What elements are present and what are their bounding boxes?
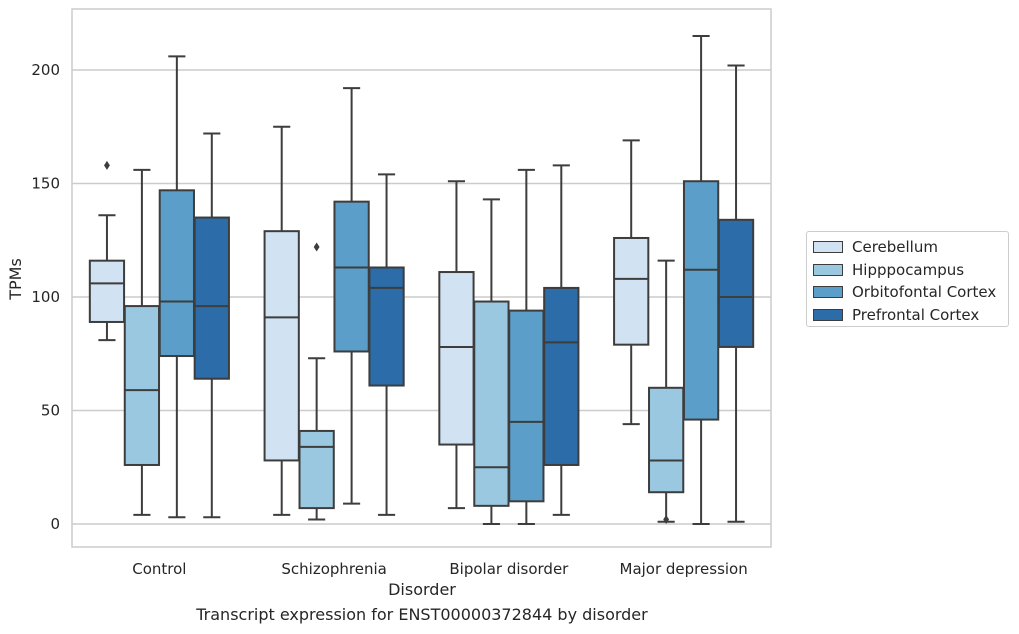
y-tick-0: 0 (50, 515, 60, 533)
x-tick-labels: Control Schizophrenia Bipolar disorder Majo… (132, 560, 747, 578)
box-3-3 (717, 64, 755, 523)
legend-label: Prefrontal Cortex (852, 305, 980, 324)
boxes-layer (88, 34, 755, 525)
box-1-2 (333, 87, 370, 505)
y-tick-50: 50 (41, 402, 60, 420)
iqr-box (88, 259, 126, 323)
legend-label: Cerebellum (852, 238, 938, 257)
iqr-box (613, 236, 650, 346)
outlier-0 (104, 160, 110, 170)
outlier-0 (663, 514, 670, 524)
y-tick-150: 150 (31, 175, 60, 193)
y-tick-labels: 0 50 100 150 200 (31, 61, 60, 533)
box-0-2 (158, 55, 195, 519)
box-2-0 (438, 180, 475, 510)
box-3-2 (682, 34, 720, 525)
legend-label: Hipppocampus (852, 260, 965, 279)
iqr-box (543, 286, 580, 466)
iqr-box (508, 309, 545, 503)
iqr-box (473, 300, 510, 507)
iqr-box (648, 386, 685, 494)
iqr-box (158, 189, 195, 358)
y-tick-100: 100 (31, 288, 60, 306)
box-1-0 (263, 125, 300, 516)
box-0-0 (88, 160, 126, 342)
x-tick-1: Schizophrenia (281, 560, 386, 578)
iqr-box (438, 271, 475, 446)
legend-swatch (813, 263, 843, 276)
box-3-0 (613, 139, 650, 426)
iqr-box (123, 305, 161, 466)
box-2-3 (543, 164, 580, 516)
iqr-box (682, 180, 720, 421)
y-tick-200: 200 (31, 61, 60, 79)
legend-item-1: Hipppocampus (813, 259, 1008, 282)
x-tick-3: Major depression (620, 560, 748, 578)
x-tick-0: Control (132, 560, 186, 578)
box-2-1 (473, 198, 510, 525)
box-1-1 (298, 242, 335, 521)
legend-item-3: Prefrontal Cortex (813, 304, 1008, 327)
chart-legend: Cerebellum Hipppocampus Orbitofontal Corte… (806, 231, 1009, 327)
legend-swatch (813, 286, 843, 299)
legend-label: Orbitofontal Cortex (852, 283, 997, 302)
box-3-1 (648, 259, 685, 524)
box-1-3 (368, 173, 405, 516)
y-axis-label: TPMs (6, 258, 25, 301)
iqr-box (298, 429, 335, 510)
outlier-0 (313, 242, 320, 252)
iqr-box (717, 218, 755, 348)
iqr-box (333, 200, 370, 353)
legend-item-2: Orbitofontal Cortex (813, 281, 1008, 304)
figure-caption: Transcript expression for ENST0000037284… (196, 605, 648, 624)
x-tick-2: Bipolar disorder (449, 560, 569, 578)
iqr-box (263, 230, 300, 462)
box-0-3 (193, 132, 230, 519)
iqr-box (368, 266, 405, 387)
box-2-2 (508, 168, 545, 525)
legend-swatch (813, 241, 843, 254)
box-0-1 (123, 168, 161, 516)
legend-swatch (813, 308, 843, 321)
x-axis-label: Disorder (388, 580, 456, 599)
plot-frame (71, 8, 772, 548)
legend-item-0: Cerebellum (813, 236, 1008, 259)
iqr-box (193, 216, 230, 380)
